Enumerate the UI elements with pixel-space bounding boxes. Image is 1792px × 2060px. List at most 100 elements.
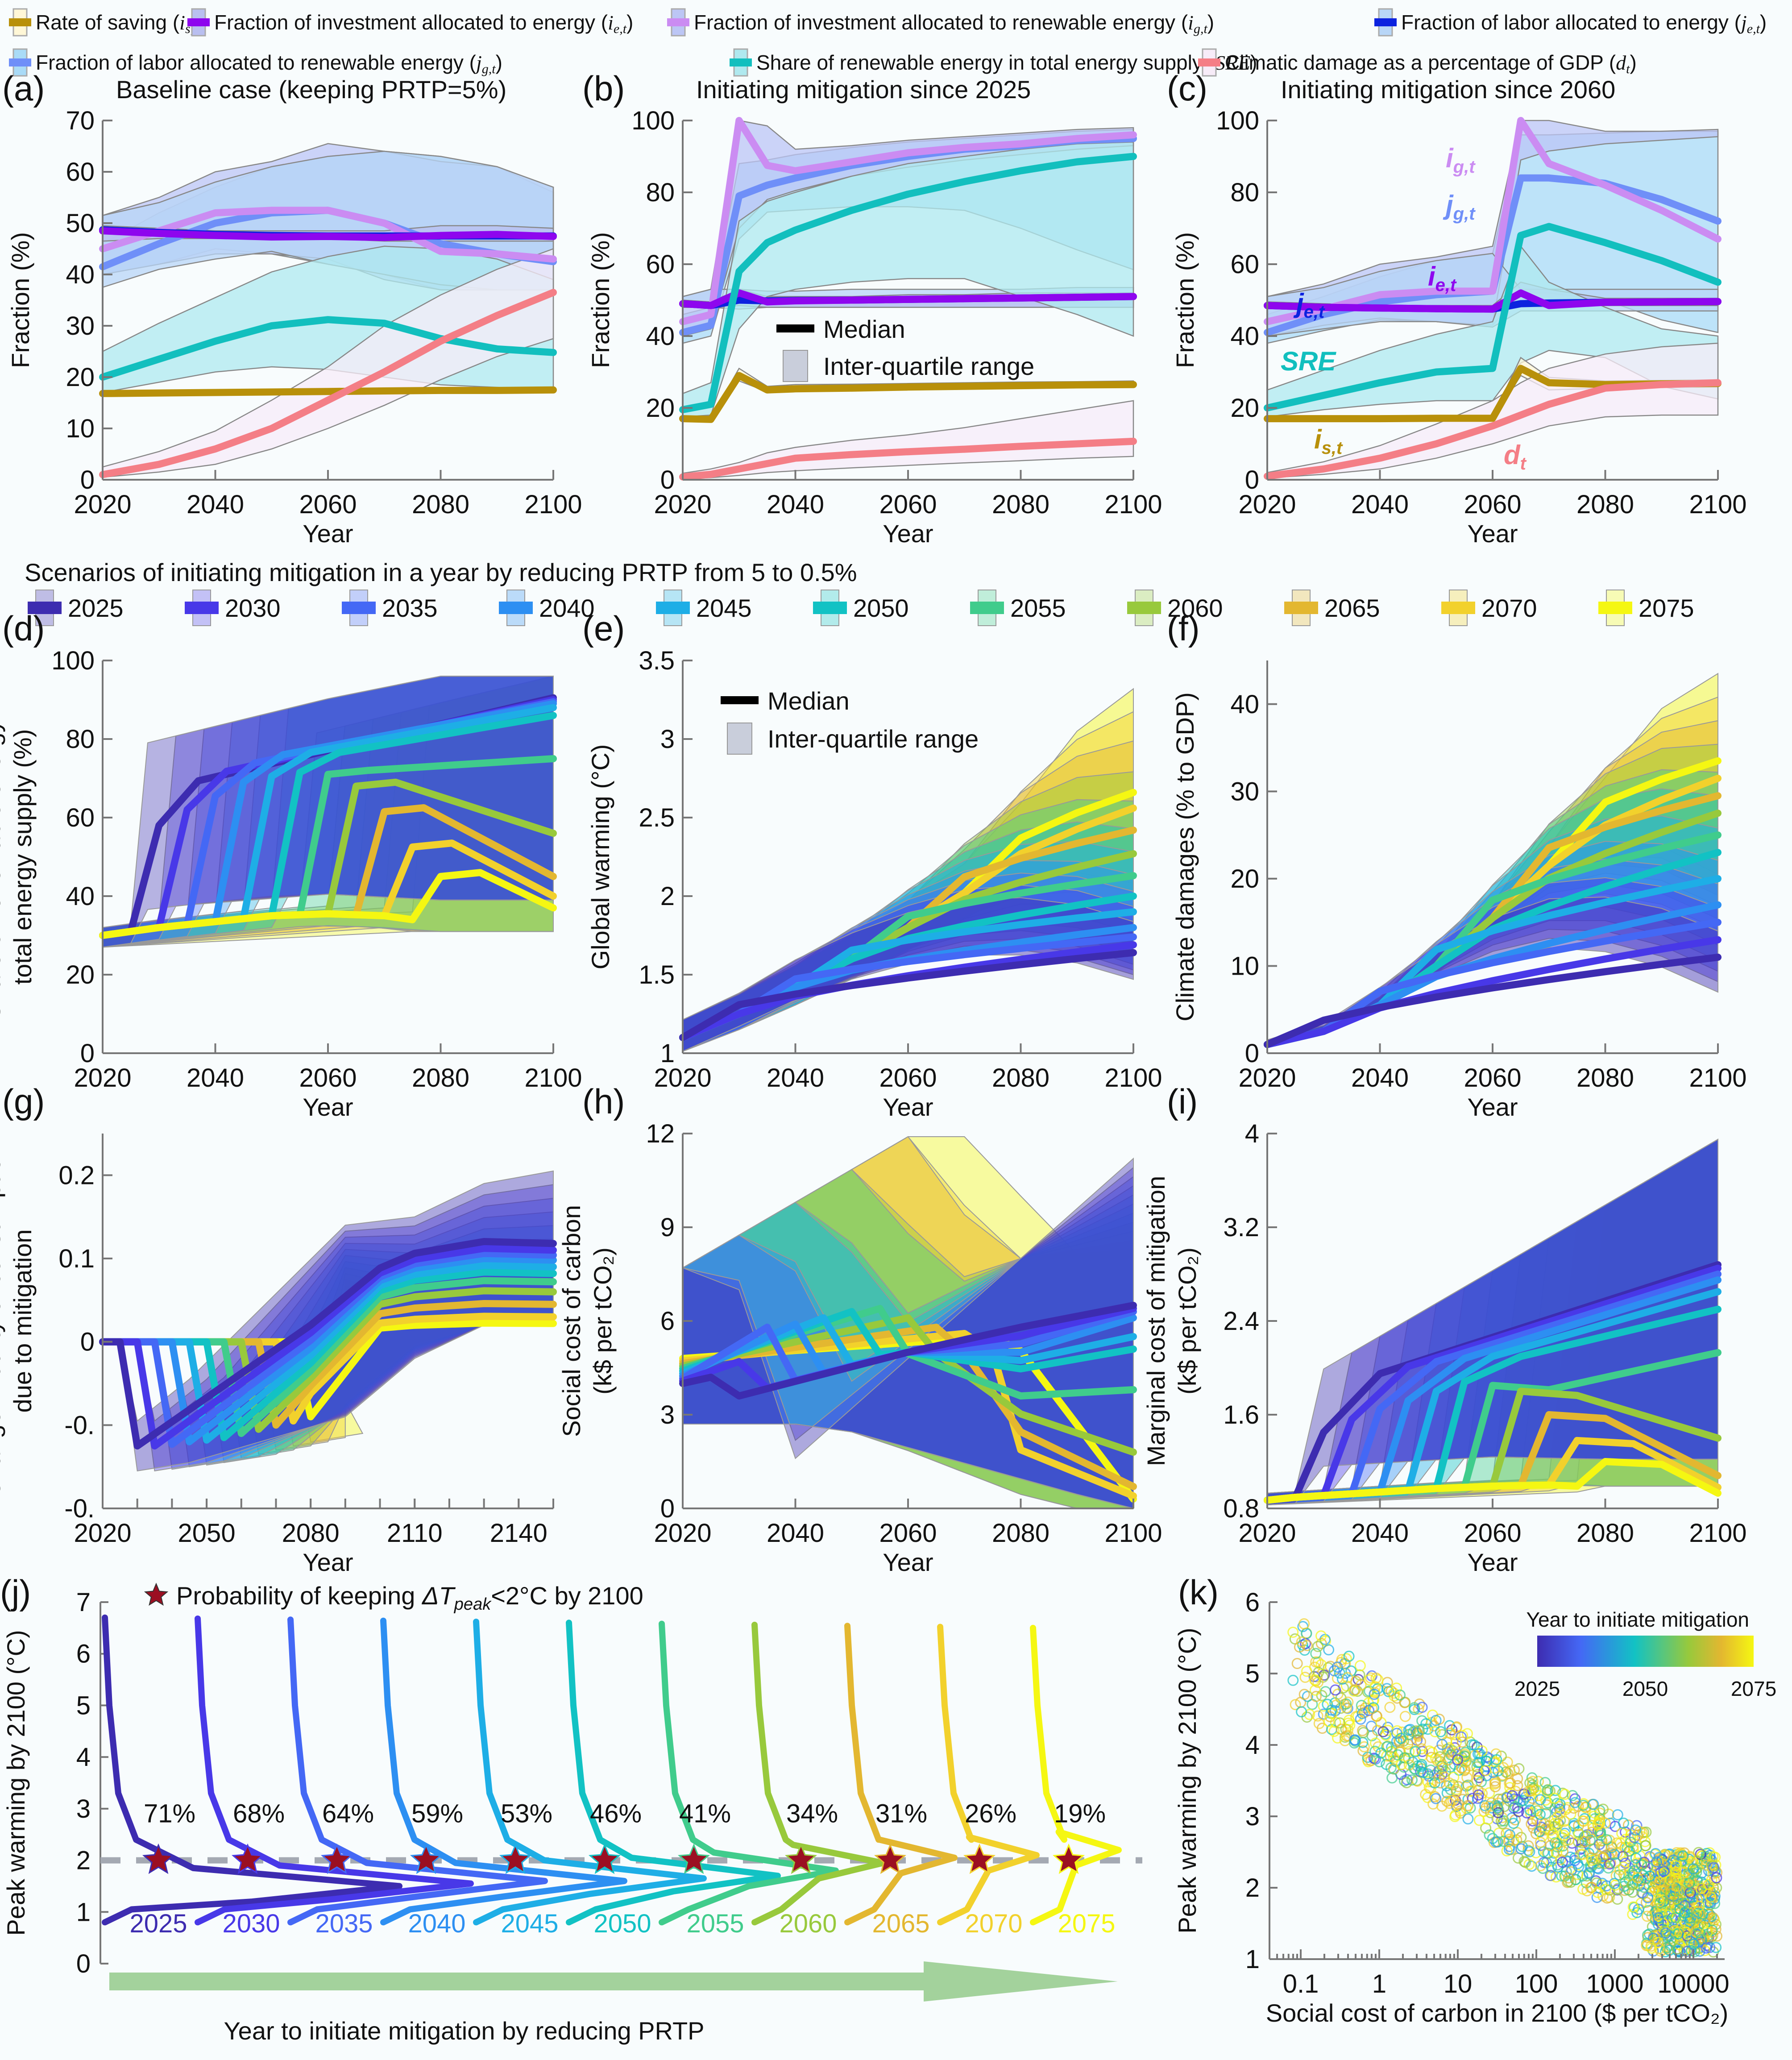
panel-f: 0 10 20 30 40 2020 2040 2060 2080 2100 Year Climate… xyxy=(1167,609,1747,1121)
x-tick-label: 1 xyxy=(1372,1969,1386,1998)
scatter-point xyxy=(1554,1807,1566,1819)
plot-area-h xyxy=(679,1136,1137,1509)
legend-swatch-line xyxy=(730,58,752,66)
x-tick-label: 2040 xyxy=(767,1519,824,1548)
y-tick-label: 0.8 xyxy=(1223,1494,1259,1523)
scenario-legend-item: 2045 xyxy=(656,590,752,626)
x-tick-label: 2060 xyxy=(1464,490,1521,519)
colorbar-tick-label: 2050 xyxy=(1622,1677,1668,1700)
scenario-legend-item: 2025 xyxy=(28,590,124,626)
scatter-point xyxy=(1592,1887,1604,1898)
scatter-point xyxy=(1692,1921,1704,1933)
scatter-point xyxy=(1509,1793,1520,1805)
probability-star-2040 xyxy=(410,1843,443,1874)
scatter-point xyxy=(1428,1720,1440,1732)
x-tick-label: 2020 xyxy=(74,1519,131,1548)
median-label: Median xyxy=(767,687,850,715)
y-tick-label: 80 xyxy=(646,178,675,207)
median-line-2075 xyxy=(1264,1458,1721,1504)
scatter-point xyxy=(1563,1876,1574,1887)
scatter-point xyxy=(1364,1674,1375,1686)
y-tick-label: 4 xyxy=(1245,1731,1260,1760)
probability-star-2045 xyxy=(499,1843,532,1874)
scatter-point xyxy=(1705,1891,1717,1903)
y-tick-label: 0 xyxy=(660,1494,675,1523)
iqr-swatch xyxy=(783,350,808,382)
scatter-point xyxy=(1554,1803,1565,1815)
probability-label-2075: 19% xyxy=(1054,1799,1106,1828)
scatter-point xyxy=(1643,1905,1654,1916)
scenario-swatch-line xyxy=(28,602,62,614)
scatter-point xyxy=(1520,1856,1531,1868)
scatter-point xyxy=(1641,1940,1652,1951)
scatter-point xyxy=(1287,1627,1299,1638)
scatter-point xyxy=(1627,1901,1639,1913)
annotation-jg: jg,t xyxy=(1443,190,1476,224)
scatter-point xyxy=(1522,1844,1534,1856)
y-tick-label: 2 xyxy=(1245,1873,1260,1902)
scatter-point xyxy=(1580,1801,1592,1813)
median-line-2030 xyxy=(1264,936,1721,1048)
scatter-point xyxy=(1584,1835,1596,1846)
scatter-point xyxy=(1457,1730,1468,1741)
scatter-point xyxy=(1409,1704,1420,1715)
scatter-point xyxy=(1678,1867,1689,1879)
scatter-point xyxy=(1543,1848,1554,1859)
y-tick-label: 100 xyxy=(1216,106,1259,135)
scatter-point xyxy=(1629,1865,1640,1877)
y-tick-label: 9 xyxy=(660,1213,675,1242)
scatter-point xyxy=(1512,1780,1523,1791)
scatter-point xyxy=(1439,1766,1451,1778)
scatter-point xyxy=(1668,1854,1679,1866)
scatter-point xyxy=(1365,1672,1377,1684)
scatter-point xyxy=(1547,1828,1559,1840)
legend-swatch-line xyxy=(9,58,31,66)
x-tick-label: 2020 xyxy=(1238,1063,1296,1092)
scatter-point xyxy=(1565,1808,1576,1820)
scatter-point xyxy=(1492,1802,1503,1814)
y-axis-title: Peak warming by 2100 (°C) xyxy=(1173,1628,1201,1933)
scatter-point xyxy=(1423,1745,1435,1757)
x-tick-label: 2040 xyxy=(1351,1519,1409,1548)
scatter-point xyxy=(1706,1924,1718,1936)
x-tick-label: 2020 xyxy=(1238,1519,1296,1548)
scatter-point xyxy=(1354,1660,1366,1671)
scatter-point xyxy=(1597,1852,1609,1864)
scatter-point xyxy=(1573,1820,1585,1832)
legend-label: Fraction of investment allocated to ener… xyxy=(214,11,633,36)
scatter-point xyxy=(1618,1817,1629,1829)
scatter-point xyxy=(1674,1903,1686,1915)
scatter-point xyxy=(1631,1907,1643,1919)
x-tick-label: 2100 xyxy=(524,1063,582,1092)
density-curve-2065 xyxy=(844,1623,958,1926)
median-line-d xyxy=(1264,379,1721,480)
y-tick-label: 10 xyxy=(66,414,95,443)
iqr-label: Inter-quartile range xyxy=(767,725,979,753)
scatter-point xyxy=(1502,1792,1513,1803)
x-tick-label: 100 xyxy=(1515,1969,1558,1998)
y-tick-label: 30 xyxy=(1230,777,1259,806)
scatter-point xyxy=(1617,1851,1629,1862)
scatter-point xyxy=(1701,1851,1712,1862)
scatter-point xyxy=(1642,1910,1653,1922)
y-tick-label: 60 xyxy=(646,250,675,279)
scatter-point xyxy=(1510,1801,1521,1812)
scatter-point xyxy=(1409,1763,1420,1774)
scatter-point xyxy=(1652,1912,1664,1923)
x-tick-label: 2050 xyxy=(178,1519,236,1548)
iqr-swatch xyxy=(727,723,752,755)
scatter-point xyxy=(1312,1641,1323,1652)
scatter-point xyxy=(1370,1672,1382,1684)
scatter-point xyxy=(1456,1736,1468,1748)
x-tick-label: 2100 xyxy=(1689,1519,1746,1548)
scatter-point xyxy=(1444,1777,1455,1789)
scatter-point xyxy=(1701,1859,1713,1871)
scatter-point xyxy=(1348,1685,1360,1697)
scatter-point xyxy=(1595,1830,1606,1841)
scatter-point xyxy=(1677,1850,1689,1862)
scatter-point xyxy=(1652,1937,1664,1948)
scatter-point xyxy=(1560,1824,1572,1836)
x-tick-label: 2020 xyxy=(654,490,711,519)
scatter-point xyxy=(1444,1798,1455,1809)
